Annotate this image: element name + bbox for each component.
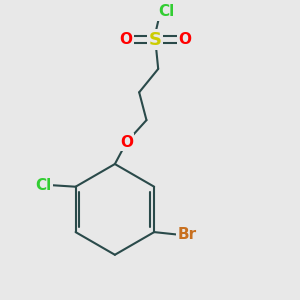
Text: Cl: Cl (158, 4, 174, 19)
Text: S: S (149, 31, 162, 49)
Text: O: O (120, 135, 133, 150)
Text: Cl: Cl (35, 178, 52, 193)
Text: O: O (119, 32, 133, 47)
Text: O: O (178, 32, 191, 47)
Text: Br: Br (178, 227, 197, 242)
